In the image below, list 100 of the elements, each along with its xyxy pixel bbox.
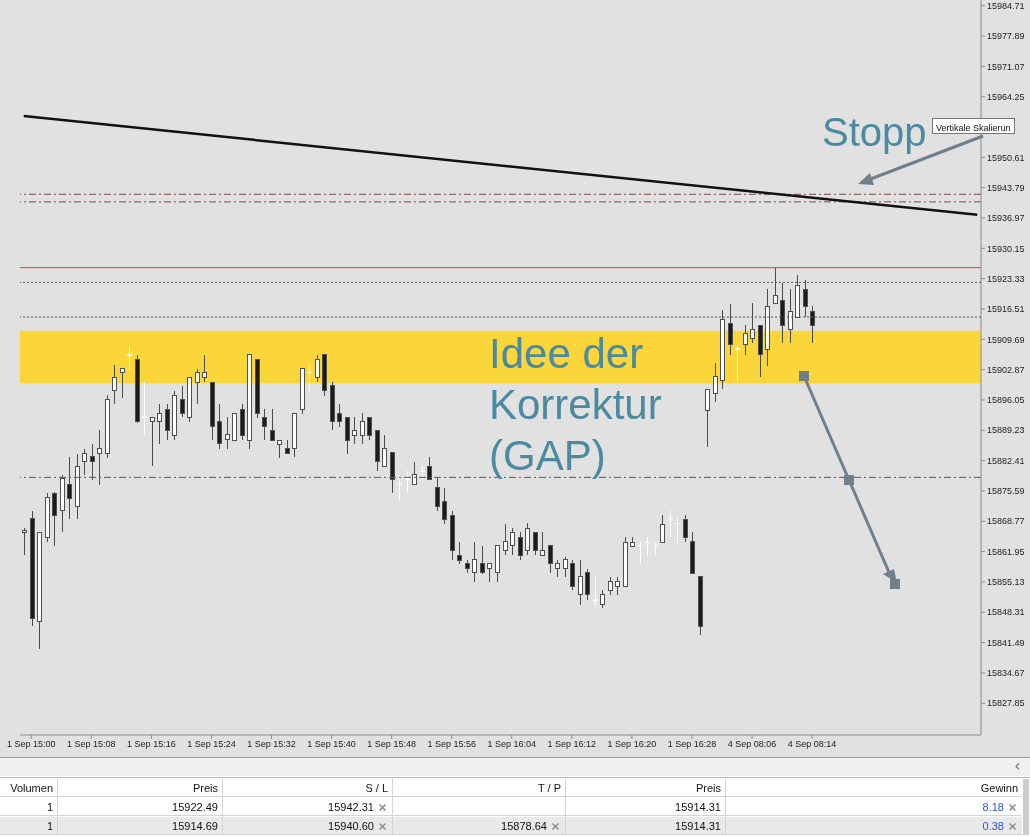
- candlestick: [540, 531, 545, 557]
- candlestick: [705, 387, 710, 448]
- y-tick-label: 15848.31: [987, 607, 1025, 618]
- text: 15914.31: [674, 800, 721, 815]
- candlestick: [442, 487, 447, 525]
- candlestick: [518, 531, 523, 561]
- candlestick: [360, 412, 365, 445]
- candlestick: [337, 403, 342, 428]
- x-tick-label: 1 Sep 15:16: [127, 739, 176, 750]
- candlestick: [608, 575, 613, 596]
- text: Gewinn: [979, 781, 1018, 796]
- y-tick-label: 15841.49: [987, 637, 1025, 648]
- text: Preis: [694, 781, 721, 796]
- y-tick-label: 15930.15: [987, 243, 1025, 254]
- text: 1: [45, 800, 53, 815]
- candlestick: [592, 575, 599, 606]
- candlestick: [578, 559, 583, 606]
- y-tick-label: 15882.41: [987, 455, 1025, 466]
- candlestick: [90, 443, 95, 481]
- candlestick: [660, 514, 665, 544]
- candlestick: [435, 477, 440, 512]
- candlestick: [563, 556, 568, 578]
- candlestick: [126, 345, 133, 371]
- x-tick-label: 1 Sep 16:12: [547, 739, 597, 750]
- text: 0.38: [981, 819, 1004, 834]
- text: Preis: [191, 781, 218, 796]
- y-tick-label: 15943.79: [987, 182, 1025, 193]
- x-tick-label: 1 Sep 15:08: [67, 739, 116, 750]
- candlestick: [585, 567, 590, 601]
- x-tick-label: 1 Sep 15:24: [187, 739, 236, 750]
- x-tick-label: 1 Sep 16:20: [607, 739, 657, 750]
- y-tick-label: 15936.97: [987, 213, 1025, 224]
- x-tick-label: 4 Sep 08:14: [787, 739, 837, 750]
- candlestick: [120, 366, 125, 400]
- y-tick-label: 15875.59: [987, 486, 1025, 497]
- text: Volumen: [9, 781, 53, 796]
- candlestick: [525, 522, 530, 557]
- candlestick: [112, 363, 117, 405]
- annotation: Stopp: [822, 109, 927, 156]
- text: 15942.31: [327, 800, 374, 815]
- candlestick: [615, 575, 620, 596]
- x-tick-label: 1 Sep 15:32: [247, 739, 296, 750]
- y-tick-label: 15984.71: [987, 0, 1025, 11]
- candlestick: [157, 403, 162, 445]
- y-tick-label: 15923.33: [987, 273, 1025, 284]
- candlestick: [202, 354, 207, 384]
- candlestick: [503, 523, 508, 557]
- candlestick: [734, 343, 741, 382]
- candlestick: [82, 447, 87, 476]
- candlestick: [382, 434, 387, 468]
- x-tick-label: 1 Sep 15:48: [367, 739, 416, 750]
- candlestick: [22, 527, 27, 557]
- text: T / P: [536, 781, 561, 796]
- candlestick: [270, 408, 275, 442]
- annotation: Vertikale Skalierun: [936, 123, 1011, 133]
- candlestick: [457, 540, 462, 565]
- y-tick-label: 15964.25: [987, 91, 1025, 102]
- candlestick: [345, 415, 350, 455]
- candlestick: [150, 415, 155, 468]
- candlestick: [404, 470, 411, 494]
- candlestick: [713, 362, 718, 404]
- candlestick: [315, 354, 320, 384]
- candlestick: [743, 324, 748, 356]
- candlestick: [165, 403, 170, 441]
- text: S / L: [364, 781, 388, 796]
- text: 15922.49: [171, 800, 218, 815]
- y-tick-label: 15855.13: [987, 577, 1025, 588]
- y-tick-label: 15861.95: [987, 546, 1025, 557]
- x-tick-label: 1 Sep 16:04: [487, 739, 537, 750]
- y-tick-label: 15827.85: [987, 698, 1025, 709]
- candlestick: [683, 514, 688, 543]
- text: 1: [45, 819, 53, 834]
- y-tick-label: 15977.89: [987, 31, 1025, 42]
- x-tick-label: 1 Sep 15:00: [6, 739, 56, 750]
- y-tick-label: 15896.05: [987, 395, 1025, 406]
- y-tick-label: 15834.67: [987, 668, 1025, 679]
- candlestick: [180, 385, 185, 418]
- candlestick: [600, 589, 605, 610]
- x-tick-label: 4 Sep 08:06: [727, 739, 777, 750]
- candlestick: [225, 416, 230, 450]
- candlestick: [195, 367, 200, 405]
- text: 15878.64: [500, 819, 547, 834]
- candlestick: [480, 544, 485, 575]
- candlestick: [510, 527, 515, 557]
- text: 15914.31: [674, 819, 721, 834]
- tooltip: Vertikale Skalierun: [932, 118, 1015, 134]
- x-tick-label: 1 Sep 16:28: [667, 739, 717, 750]
- x-tick-label: 1 Sep 15:56: [427, 739, 476, 750]
- candlestick: [67, 455, 72, 521]
- y-tick-label: 15950.61: [987, 152, 1025, 163]
- candlestick: [217, 403, 222, 450]
- candlestick: [548, 544, 553, 574]
- text: 15940.60: [327, 819, 374, 834]
- candlestick: [487, 562, 492, 583]
- y-tick-label: 15909.69: [987, 334, 1025, 345]
- candlestick: [570, 559, 575, 591]
- y-tick-label: 15916.51: [987, 304, 1025, 315]
- x-tick-label: 1 Sep 15:40: [307, 739, 356, 750]
- text: 8.18: [981, 800, 1004, 815]
- y-tick-label: 15889.23: [987, 425, 1025, 436]
